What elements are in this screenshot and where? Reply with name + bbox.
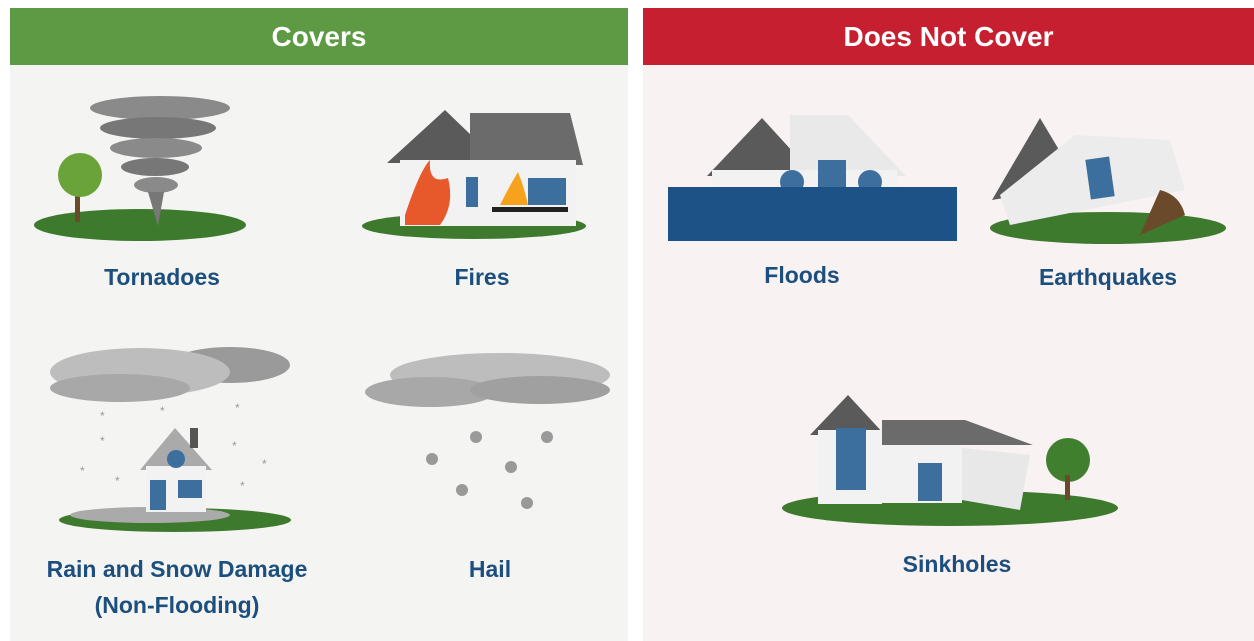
- svg-text:*: *: [235, 401, 240, 415]
- hail-icon: [365, 353, 610, 509]
- item-label: Hail: [469, 551, 511, 587]
- item-label: Earthquakes: [1039, 259, 1177, 295]
- svg-text:*: *: [232, 439, 237, 453]
- snow-icon: * * * * * * * * *: [50, 347, 291, 532]
- svg-text:*: *: [115, 474, 120, 488]
- svg-text:*: *: [80, 464, 85, 478]
- item-label: Rain and Snow Damage (Non-Flooding): [27, 551, 327, 623]
- item-label: Fires: [455, 259, 510, 295]
- svg-text:*: *: [100, 434, 105, 448]
- svg-text:*: *: [240, 479, 245, 493]
- illustrations: * * * * * * * * *: [0, 0, 1254, 641]
- item-label: Tornadoes: [104, 259, 220, 295]
- infographic: Covers Does Not Cover: [0, 0, 1254, 641]
- svg-text:*: *: [100, 409, 105, 423]
- tornado-icon: [34, 96, 246, 241]
- flood-icon: [668, 115, 957, 241]
- item-label: Floods: [764, 257, 839, 293]
- earthquake-icon: [990, 118, 1226, 244]
- sinkhole-icon: [782, 395, 1118, 526]
- fire-icon: [362, 110, 586, 239]
- svg-text:*: *: [160, 404, 165, 418]
- item-label: Sinkholes: [903, 546, 1012, 582]
- svg-text:*: *: [262, 457, 267, 471]
